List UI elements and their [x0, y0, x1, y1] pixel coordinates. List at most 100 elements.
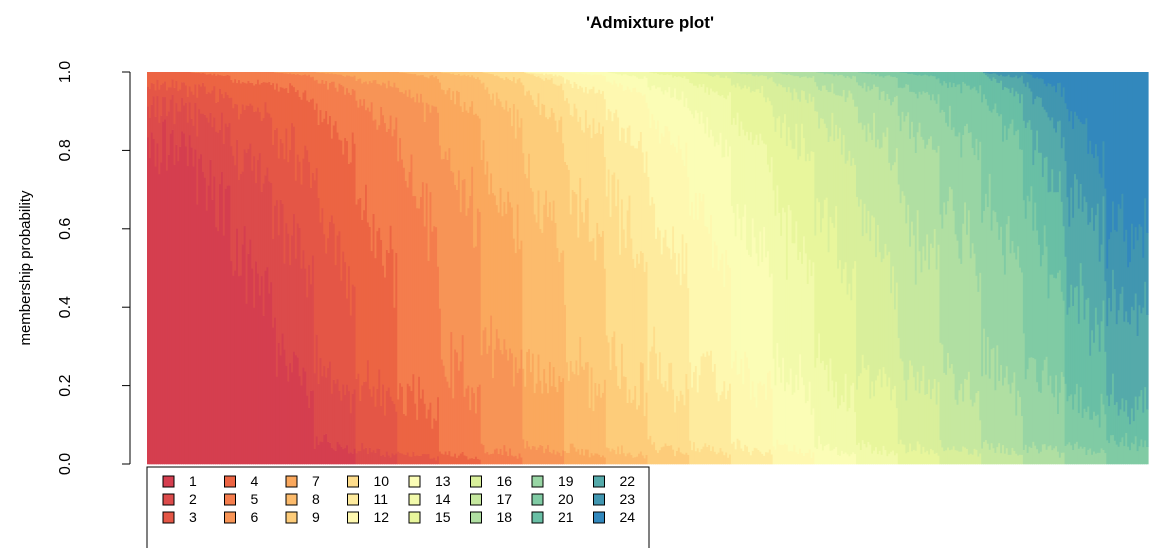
bar-segment-cluster-5 — [410, 154, 414, 392]
bar-segment-cluster-3 — [239, 113, 243, 174]
bar-segment-cluster-17 — [763, 72, 766, 76]
bar-segment-cluster-20 — [950, 86, 954, 130]
bar-segment-cluster-13 — [738, 218, 741, 375]
bar-segment-cluster-17 — [912, 235, 916, 378]
bar-segment-cluster-15 — [918, 444, 922, 465]
legend-label-11: 11 — [374, 491, 389, 507]
bar-segment-cluster-18 — [1003, 377, 1007, 454]
bar-segment-cluster-6 — [480, 354, 484, 444]
bar-segment-cluster-13 — [844, 452, 848, 465]
bar-segment-cluster-22 — [1075, 179, 1079, 287]
bar-segment-cluster-2 — [319, 357, 323, 442]
bar-segment-cluster-2 — [236, 139, 239, 229]
bar-segment-cluster-6 — [342, 75, 345, 87]
bar-segment-cluster-6 — [528, 446, 531, 465]
bar-segment-cluster-1 — [184, 146, 188, 465]
bar-segment-cluster-23 — [1134, 226, 1138, 294]
bar-segment-cluster-20 — [1142, 446, 1145, 465]
bar-segment-cluster-21 — [998, 82, 1001, 117]
bar-segment-cluster-21 — [1100, 321, 1104, 394]
bar-segment-cluster-12 — [641, 95, 645, 153]
bar-segment-cluster-5 — [268, 72, 271, 82]
bar-segment-cluster-11 — [624, 142, 628, 248]
bar-segment-cluster-5 — [330, 81, 334, 139]
bar-segment-cluster-3 — [279, 138, 283, 200]
legend-swatch-17 — [470, 493, 482, 506]
bar-segment-cluster-15 — [768, 100, 772, 173]
bar-segment-cluster-16 — [691, 72, 694, 73]
bar-segment-cluster-6 — [427, 104, 431, 261]
bar-segment-cluster-21 — [988, 78, 992, 111]
bar-segment-cluster-8 — [437, 72, 440, 79]
bar-segment-cluster-12 — [759, 381, 762, 452]
bar-segment-cluster-12 — [802, 455, 806, 465]
bar-segment-cluster-20 — [1140, 439, 1143, 465]
bar-segment-cluster-3 — [194, 84, 197, 104]
bar-segment-cluster-24 — [1039, 72, 1043, 79]
bar-segment-cluster-20 — [905, 72, 908, 85]
bar-segment-cluster-10 — [696, 447, 700, 465]
bar-segment-cluster-21 — [1030, 129, 1033, 187]
bar-segment-cluster-16 — [751, 75, 755, 92]
bar-segment-cluster-2 — [272, 238, 275, 328]
bar-segment-cluster-20 — [899, 72, 903, 88]
bar-segment-cluster-4 — [450, 456, 453, 465]
bar-segment-cluster-3 — [327, 238, 330, 369]
bar-segment-cluster-14 — [816, 357, 819, 449]
bar-segment-cluster-14 — [890, 451, 893, 465]
bar-segment-cluster-1 — [258, 295, 262, 465]
bar-segment-cluster-19 — [998, 239, 1001, 381]
bar-segment-cluster-10 — [524, 72, 527, 96]
bar-segment-cluster-5 — [236, 72, 239, 84]
bar-segment-cluster-13 — [778, 367, 781, 445]
bar-segment-cluster-21 — [909, 72, 912, 75]
bar-segment-cluster-20 — [878, 72, 882, 77]
bar-segment-cluster-18 — [905, 115, 908, 224]
bar-segment-cluster-14 — [645, 72, 649, 78]
bar-segment-cluster-15 — [791, 148, 795, 244]
bar-segment-cluster-12 — [698, 192, 702, 376]
bar-segment-cluster-21 — [975, 72, 978, 91]
bar-segment-cluster-5 — [327, 89, 330, 125]
bar-segment-cluster-7 — [421, 74, 425, 103]
bar-segment-cluster-5 — [347, 92, 351, 165]
bar-segment-cluster-13 — [746, 249, 749, 358]
bar-segment-cluster-23 — [994, 72, 997, 74]
bar-segment-cluster-13 — [736, 203, 740, 375]
bar-segment-cluster-4 — [148, 72, 152, 90]
bar-segment-cluster-20 — [1125, 432, 1128, 465]
bar-segment-cluster-21 — [960, 72, 963, 94]
bar-segment-cluster-13 — [694, 110, 698, 193]
bar-segment-cluster-10 — [651, 346, 654, 445]
bar-segment-cluster-21 — [1125, 399, 1128, 434]
bar-segment-cluster-12 — [727, 264, 730, 391]
bar-segment-cluster-7 — [537, 354, 541, 448]
bar-segment-cluster-13 — [793, 392, 796, 445]
bar-segment-cluster-2 — [385, 451, 389, 465]
bar-segment-cluster-7 — [399, 72, 402, 93]
bar-segment-cluster-19 — [1038, 391, 1041, 454]
bar-segment-cluster-12 — [528, 72, 531, 73]
bar-segment-cluster-5 — [203, 72, 207, 74]
bar-segment-cluster-20 — [1146, 446, 1149, 465]
bar-segment-cluster-7 — [368, 72, 372, 82]
bar-segment-cluster-4 — [442, 454, 446, 465]
bar-segment-cluster-20 — [1032, 230, 1035, 359]
bar-segment-cluster-9 — [651, 444, 654, 465]
bar-segment-cluster-16 — [941, 447, 944, 465]
bar-segment-cluster-16 — [979, 453, 982, 465]
bar-segment-cluster-18 — [787, 72, 791, 75]
bar-segment-cluster-9 — [638, 405, 641, 454]
bar-segment-cluster-11 — [524, 72, 527, 73]
bar-segment-cluster-7 — [480, 159, 484, 356]
bar-segment-cluster-19 — [1104, 452, 1107, 465]
bar-segment-cluster-6 — [552, 449, 556, 465]
bar-segment-cluster-2 — [313, 372, 317, 450]
bar-segment-cluster-12 — [751, 381, 755, 451]
bar-segment-cluster-21 — [905, 72, 908, 73]
bar-segment-cluster-10 — [588, 124, 592, 242]
bar-segment-cluster-12 — [719, 259, 723, 396]
bar-segment-cluster-7 — [543, 368, 546, 454]
bar-segment-cluster-22 — [1110, 311, 1113, 395]
bar-segment-cluster-14 — [634, 72, 637, 77]
